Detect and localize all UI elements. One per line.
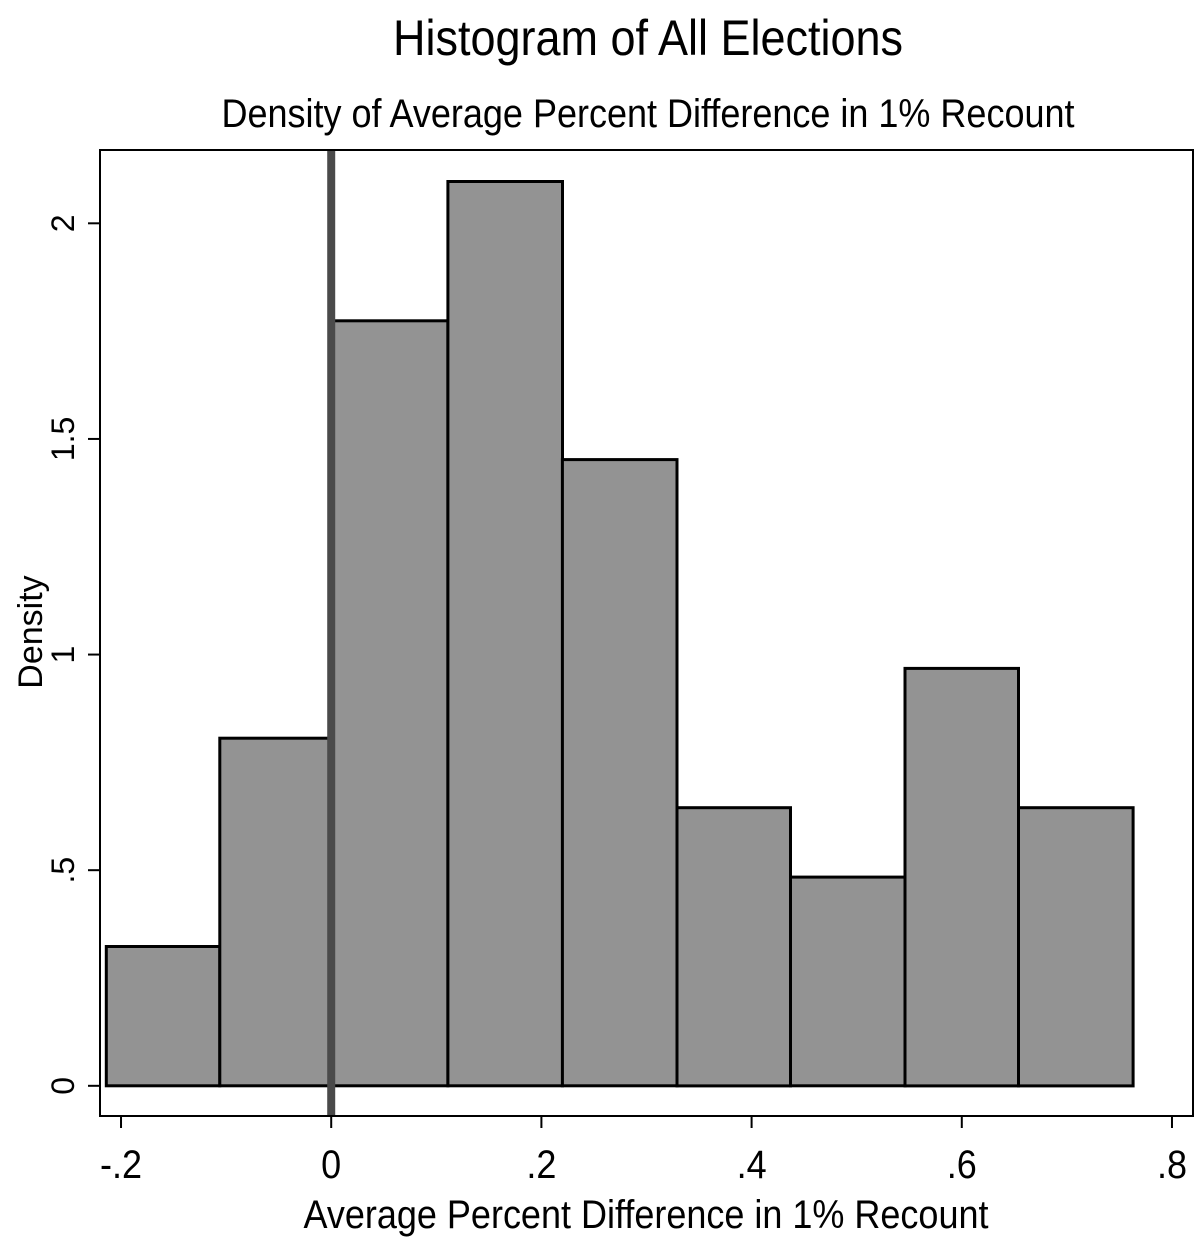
y-tick-label: .5 <box>45 857 81 884</box>
histogram-bar-2 <box>218 736 335 1088</box>
x-axis: -.2 0 .2 .4 .6 .8 <box>100 1116 1187 1187</box>
x-tick-label: 0 <box>321 1143 341 1187</box>
chart-title: Histogram of All Elections <box>393 11 903 67</box>
x-tick-label: -.2 <box>100 1143 142 1187</box>
chart-subtitle: Density of Average Percent Difference in… <box>221 92 1074 136</box>
x-tick-label: .8 <box>1157 1143 1187 1187</box>
y-tick-label: 1 <box>45 646 81 664</box>
histogram-bar-3 <box>331 319 450 1088</box>
y-axis-label: Density <box>12 575 50 688</box>
x-axis-label: Average Percent Difference in 1% Recount <box>304 1193 989 1237</box>
x-tick-label: .4 <box>737 1143 767 1187</box>
y-tick-label: 2 <box>45 214 81 232</box>
x-tick-label: .6 <box>947 1143 977 1187</box>
bars-group <box>104 180 1135 1088</box>
y-tick-label: 1.5 <box>45 417 81 461</box>
histogram-bar-5 <box>560 458 679 1088</box>
histogram-bar-4 <box>446 180 564 1088</box>
histogram-bar-6 <box>675 806 792 1088</box>
plot-frame <box>99 149 1194 1117</box>
x-tick-label: .2 <box>526 1143 556 1187</box>
histogram-bar-7 <box>789 875 907 1088</box>
y-axis: 0 .5 1 1.5 2 <box>45 214 100 1095</box>
histogram-bar-1 <box>104 945 222 1088</box>
histogram-bar-9 <box>1017 806 1135 1088</box>
histogram-bar-8 <box>903 666 1020 1088</box>
y-tick-label: 0 <box>45 1077 81 1095</box>
